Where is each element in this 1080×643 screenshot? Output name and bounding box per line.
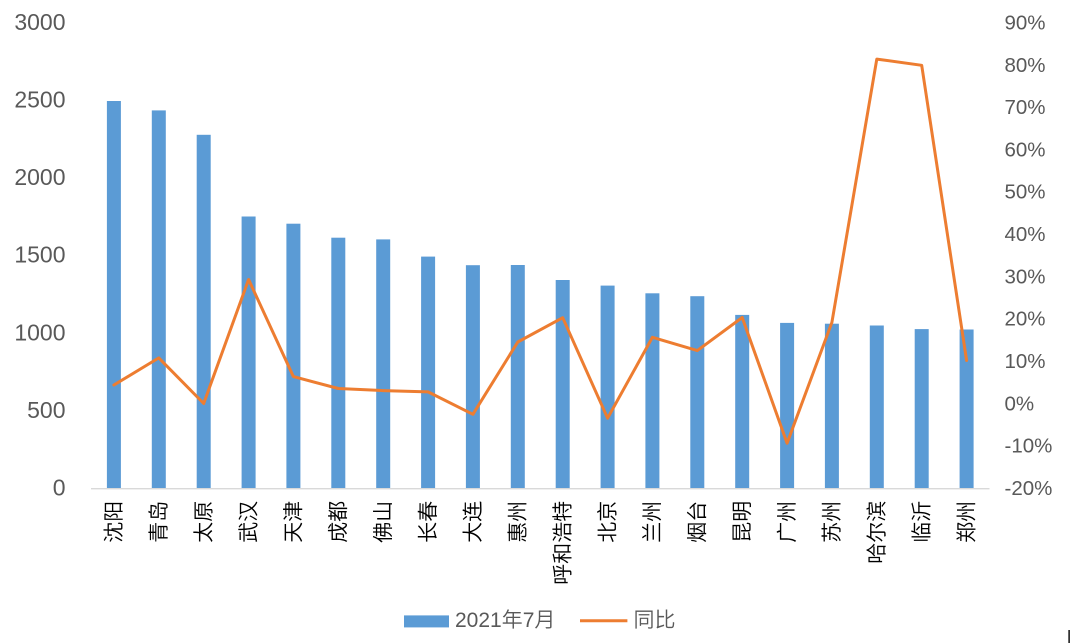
svg-text:20%: 20% [1005, 308, 1046, 331]
svg-text:500: 500 [27, 397, 65, 423]
svg-text:3000: 3000 [14, 9, 65, 35]
svg-text:-10%: -10% [1005, 435, 1053, 458]
svg-text:60%: 60% [1005, 138, 1046, 161]
svg-text:-20%: -20% [1005, 477, 1053, 500]
svg-text:40%: 40% [1005, 223, 1046, 246]
svg-text:2000: 2000 [14, 164, 65, 190]
svg-text:0%: 0% [1005, 392, 1035, 415]
svg-text:90%: 90% [1005, 12, 1046, 35]
svg-text:30%: 30% [1005, 265, 1046, 288]
svg-text:2500: 2500 [14, 87, 65, 113]
svg-text:0: 0 [53, 474, 66, 500]
svg-text:50%: 50% [1005, 181, 1046, 204]
svg-text:2021: 2021 [455, 609, 502, 632]
svg-text:1000: 1000 [14, 319, 65, 345]
svg-text:80%: 80% [1005, 54, 1046, 77]
svg-text:7: 7 [523, 609, 535, 632]
svg-text:10%: 10% [1005, 350, 1046, 373]
svg-text:1500: 1500 [14, 242, 65, 268]
svg-text:70%: 70% [1005, 96, 1046, 119]
